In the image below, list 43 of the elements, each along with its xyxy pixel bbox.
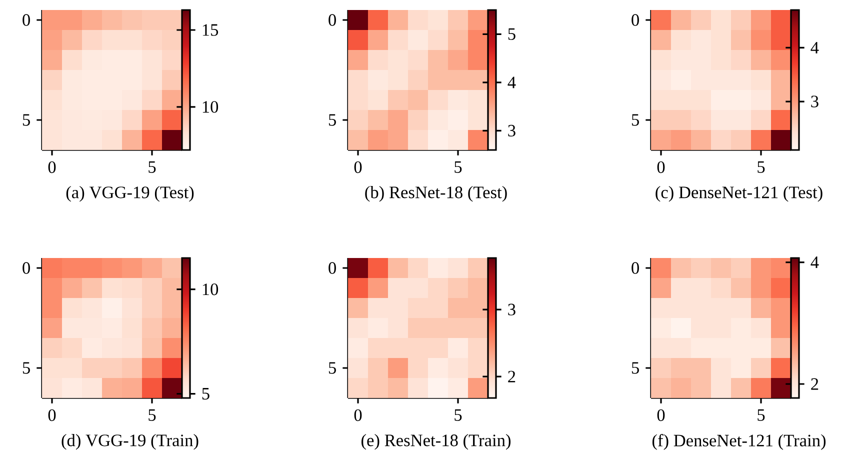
y-tick-label: 0	[632, 14, 639, 26]
x-tick-label: 0	[48, 161, 56, 174]
y-tick-label: 5	[22, 362, 30, 374]
color-bar-label: 2	[811, 378, 818, 390]
y-tick-label: 0	[328, 14, 336, 26]
y-tick-label: 0	[22, 14, 30, 26]
color-bar-label: 15	[202, 24, 218, 36]
color-bar-label: 10	[202, 101, 218, 113]
x-tick-label: 5	[454, 161, 462, 173]
color-bar-label: 4	[810, 42, 819, 54]
color-bar-label: 3	[811, 96, 818, 108]
y-tick-label: 0	[22, 262, 30, 274]
x-tick-label: 5	[148, 161, 156, 173]
y-tick-label: 5	[632, 362, 639, 374]
text: (c) DenseNet-121 (Test)	[656, 186, 822, 202]
color-bar-label: 10	[202, 284, 218, 296]
text: (f) DenseNet-121 (Train)	[652, 434, 826, 450]
color-bar-label: 4	[810, 256, 819, 268]
text: (b) ResNet-18 (Test)	[365, 186, 507, 202]
y-tick-label: 5	[328, 114, 336, 126]
x-tick-label: 0	[48, 409, 56, 422]
color-bar-label: 5	[202, 388, 210, 400]
x-tick-label: 5	[758, 409, 765, 421]
text: (a) VGG-19 (Test)	[66, 186, 194, 202]
x-tick-label: 0	[354, 409, 362, 422]
x-tick-label: 0	[657, 409, 665, 422]
y-tick-label: 5	[328, 362, 336, 374]
y-tick-label: 5	[22, 114, 30, 126]
text: (e) ResNet-18 (Train)	[362, 434, 511, 450]
color-bar-label: 5	[508, 28, 516, 40]
y-tick-label: 5	[632, 114, 639, 126]
text: (d) VGG-19 (Train)	[62, 434, 198, 450]
color-bar-label: 2	[508, 370, 516, 382]
color-bar-label: 3	[508, 124, 516, 137]
x-tick-label: 5	[758, 161, 765, 173]
x-tick-label: 5	[454, 409, 462, 421]
x-tick-label: 5	[148, 409, 156, 421]
y-tick-label: 0	[328, 262, 336, 274]
x-tick-label: 0	[657, 161, 665, 174]
y-tick-label: 0	[632, 262, 639, 274]
color-bar-label: 4	[508, 76, 516, 88]
color-bar-label: 3	[508, 304, 516, 316]
x-tick-label: 0	[354, 161, 362, 174]
